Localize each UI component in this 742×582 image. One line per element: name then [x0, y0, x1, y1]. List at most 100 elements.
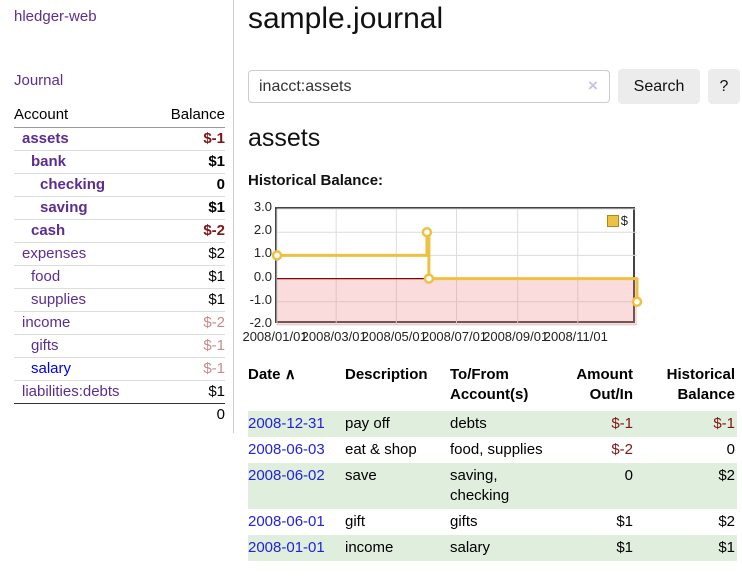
- historical-balance-chart: $ 3.0 2.0 1.0 0.0 -1.0 -2.0 2008/01/01 2008/03/…: [242, 199, 688, 345]
- sidebar-total-row: 0: [14, 404, 225, 427]
- sidebar-account-balance: $1: [208, 291, 225, 308]
- legend-label: $: [620, 213, 628, 228]
- chart-legend: $: [604, 212, 630, 229]
- x-axis-tick-label: 2008/07/01: [421, 329, 488, 344]
- sidebar-account-row: assets $-1: [14, 128, 225, 151]
- sidebar-account-row: checking 0: [14, 174, 225, 197]
- transaction-description: gift: [345, 513, 366, 530]
- transaction-accounts: salary: [450, 535, 560, 561]
- sidebar-account-row: cash $-2: [14, 220, 225, 243]
- x-axis-tick-label: 2008/05/01: [361, 329, 427, 344]
- page-title: sample.journal: [248, 2, 444, 35]
- account-heading: assets: [248, 124, 321, 152]
- x-axis-tick-label: 2008/09/01: [483, 329, 549, 344]
- sidebar-account-balance: $2: [208, 245, 225, 262]
- y-axis-tick-label: -1.0: [249, 291, 272, 307]
- accounts-table: Account Balance assets $-1 bank $1 checking 0…: [14, 104, 225, 427]
- sidebar-account-link[interactable]: expenses: [22, 245, 87, 262]
- sidebar-account-row: salary $-1: [14, 358, 225, 381]
- header-amount: Amount Out/In: [576, 366, 633, 403]
- search-button[interactable]: Search: [618, 69, 700, 104]
- transaction-amount: $-1: [560, 411, 645, 437]
- transaction-amount: 0: [560, 463, 645, 509]
- y-axis-tick-label: 1.0: [253, 245, 272, 261]
- transaction-description: income: [345, 535, 450, 561]
- header-tofrom: To/From Account(s): [450, 366, 529, 403]
- sidebar-account-balance: $-2: [203, 314, 225, 331]
- sidebar-account-balance: $-2: [203, 222, 225, 239]
- transaction-description: pay off: [345, 411, 450, 437]
- header-balance: Historical Balance: [666, 366, 735, 403]
- transaction-description: save: [345, 463, 450, 509]
- sidebar-account-row: food $1: [14, 266, 225, 289]
- transaction-balance: $-1: [645, 411, 737, 437]
- transaction-amount: $1: [560, 535, 645, 561]
- transaction-accounts: food, supplies: [450, 441, 543, 458]
- transaction-row: 2008-06-01 gift gifts $1 $2: [248, 509, 737, 535]
- sidebar-account-link[interactable]: bank: [31, 153, 67, 170]
- header-date[interactable]: Date ∧: [248, 363, 345, 411]
- sidebar-account-link[interactable]: salary: [31, 360, 72, 377]
- transaction-amount: $1: [616, 513, 633, 530]
- sort-asc-icon[interactable]: ∧: [284, 366, 296, 383]
- sidebar-account-row: liabilities:debts $1: [14, 381, 225, 404]
- transaction-date-link[interactable]: 2008-06-03: [248, 441, 325, 458]
- chart-plot-area: $: [271, 207, 643, 326]
- transaction-description: eat & shop: [345, 441, 417, 458]
- clear-search-icon[interactable]: ×: [588, 76, 598, 95]
- accounts-header-account: Account: [14, 106, 69, 123]
- sidebar-account-link[interactable]: cash: [31, 222, 66, 239]
- search-input[interactable]: [248, 70, 610, 103]
- sidebar-account-row: expenses $2: [14, 243, 225, 266]
- sidebar-account-link[interactable]: food: [31, 268, 61, 285]
- transaction-row: 2008-06-03 eat & shop food, supplies $-2 0: [248, 437, 737, 463]
- y-axis-tick-label: -2.0: [249, 315, 272, 330]
- accounts-header-balance: Balance: [170, 106, 225, 123]
- transactions-table: Date ∧ Description To/From Account(s) Am…: [248, 363, 737, 561]
- transaction-date-link[interactable]: 2008-06-02: [248, 467, 325, 484]
- sidebar-account-row: income $-2: [14, 312, 225, 335]
- sidebar-account-row: saving $1: [14, 197, 225, 220]
- sidebar-account-balance: $-1: [203, 360, 225, 377]
- sidebar-account-balance: $-1: [203, 337, 225, 354]
- header-description: Description: [345, 366, 428, 383]
- sidebar-total-balance: 0: [216, 406, 225, 423]
- sidebar-account-link[interactable]: saving: [40, 199, 88, 216]
- transaction-row: 2008-06-02 save saving, checking 0 $2: [248, 463, 737, 509]
- x-axis-tick-label: 2008/01/01: [242, 329, 308, 344]
- transaction-date-link[interactable]: 2008-06-01: [248, 513, 325, 530]
- sidebar-account-link[interactable]: liabilities:debts: [22, 383, 120, 400]
- transaction-balance: $2: [718, 513, 735, 530]
- transaction-row: 2008-12-31 pay off debts $-1 $-1: [248, 411, 737, 437]
- transaction-date-link[interactable]: 2008-12-31: [248, 415, 325, 432]
- x-axis-tick-label: 2008/03/01: [301, 329, 367, 344]
- sidebar-account-row: gifts $-1: [14, 335, 225, 358]
- sidebar-account-link[interactable]: assets: [22, 130, 69, 147]
- transaction-balance: 0: [726, 441, 735, 458]
- transaction-amount: $-2: [611, 441, 633, 458]
- transaction-balance: $1: [645, 535, 737, 561]
- x-axis-tick-label: 2008/11/01: [543, 329, 608, 344]
- sidebar-account-link[interactable]: income: [22, 314, 71, 331]
- sidebar-account-row: supplies $1: [14, 289, 225, 312]
- sidebar-account-link[interactable]: checking: [40, 176, 106, 193]
- help-button[interactable]: ?: [708, 69, 740, 104]
- sidebar-account-link[interactable]: gifts: [31, 337, 59, 354]
- sidebar-account-balance: $1: [208, 199, 225, 216]
- sidebar-item-journal[interactable]: Journal: [14, 72, 64, 89]
- transaction-accounts: gifts: [450, 513, 478, 530]
- y-axis-tick-label: 0.0: [253, 268, 272, 284]
- header-date-label: Date: [248, 366, 281, 383]
- sidebar-divider: [233, 0, 234, 433]
- chart-series-svg: [271, 208, 643, 326]
- transaction-balance: $2: [645, 463, 737, 509]
- sidebar-account-row: bank $1: [14, 151, 225, 174]
- transaction-date-link[interactable]: 2008-01-01: [248, 539, 325, 556]
- sidebar-account-link[interactable]: supplies: [31, 291, 87, 308]
- app-brand-link[interactable]: hledger-web: [14, 8, 97, 25]
- sidebar-account-balance: $1: [208, 268, 225, 285]
- transaction-accounts: saving, checking: [450, 463, 560, 509]
- y-axis-tick-label: 3.0: [253, 199, 272, 214]
- chart-title: Historical Balance:: [248, 172, 384, 189]
- sidebar-account-balance: $1: [208, 153, 225, 170]
